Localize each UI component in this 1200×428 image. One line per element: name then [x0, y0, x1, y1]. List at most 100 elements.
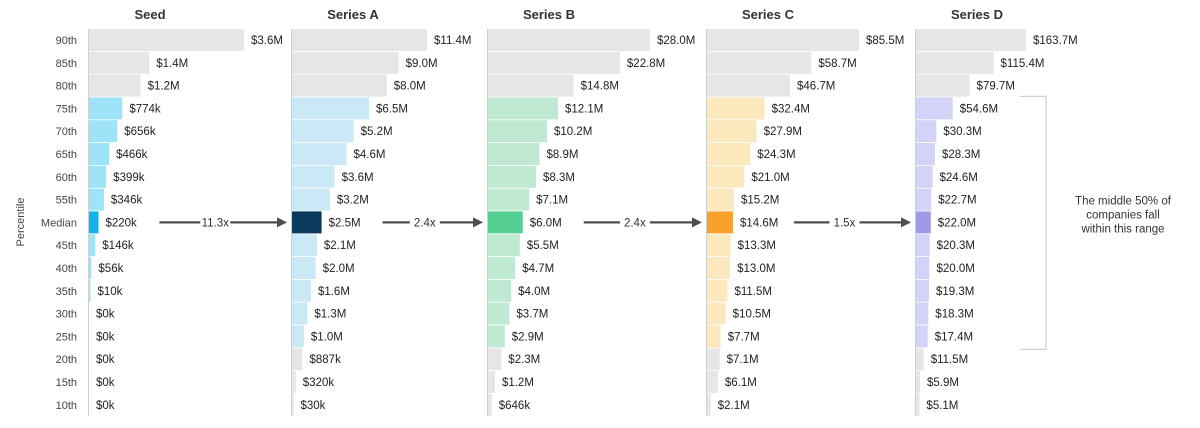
value-label-series-d-65th: $28.3M — [942, 149, 980, 161]
value-label-series-d-25th: $17.4M — [935, 331, 973, 343]
arrow-series-b-to-series-c: 2.4x — [583, 217, 702, 229]
bar-seed-80th — [89, 74, 141, 97]
value-label-series-d-45th: $20.3M — [937, 240, 975, 252]
value-label-series-c-25th: $7.7M — [728, 331, 760, 343]
bar-series-a-15th — [292, 371, 296, 393]
bar-series-a-40th — [292, 257, 316, 279]
percentile-label-15th: 15th — [56, 377, 77, 389]
bar-seed-90th — [89, 29, 244, 51]
value-label-series-b-85th: $22.8M — [627, 58, 665, 70]
bar-series-c-65th — [707, 143, 751, 165]
value-label-series-a-median: $2.5M — [329, 217, 361, 229]
value-label-series-a-90th: $11.4M — [434, 35, 472, 47]
percentile-label-35th: 35th — [56, 286, 77, 298]
bracket-annotation-line-1: The middle 50% of — [1075, 195, 1172, 207]
value-label-series-d-75th: $54.6M — [960, 103, 998, 115]
value-label-series-c-40th: $13.0M — [737, 263, 775, 275]
value-label-seed-80th: $1.2M — [148, 81, 180, 93]
bracket-annotation-line-2: companies fall — [1086, 209, 1160, 221]
value-label-series-c-median: $14.6M — [740, 217, 778, 229]
bar-series-d-30th — [916, 302, 929, 325]
value-label-series-d-15th: $5.9M — [927, 377, 959, 389]
stage-panels: Seed $3.6M $1.4M $1.2M $774k $656k $466k $399k $… — [88, 7, 1078, 416]
value-label-seed-20th: $0k — [96, 354, 115, 366]
value-label-series-c-70th: $27.9M — [764, 126, 802, 138]
value-label-series-a-30th: $1.3M — [314, 309, 346, 321]
bar-series-c-60th — [707, 165, 745, 188]
bar-seed-60th — [89, 165, 107, 188]
value-label-series-c-30th: $10.5M — [733, 309, 771, 321]
bar-seed-85th — [89, 51, 150, 74]
bar-seed-median — [89, 211, 99, 234]
value-label-series-b-25th: $2.9M — [512, 331, 544, 343]
value-label-series-a-25th: $1.0M — [311, 331, 343, 343]
bar-series-d-15th — [916, 371, 920, 393]
value-label-seed-55th: $346k — [111, 195, 143, 207]
value-label-seed-25th: $0k — [96, 331, 115, 343]
value-label-series-c-65th: $24.3M — [757, 149, 795, 161]
value-label-series-a-15th: $320k — [303, 377, 335, 389]
bar-series-a-85th — [292, 51, 399, 74]
bar-series-a-25th — [292, 325, 304, 348]
bar-series-d-60th — [916, 165, 933, 188]
bar-series-a-median — [292, 211, 322, 234]
bar-series-c-median — [707, 211, 733, 234]
value-label-series-a-60th: $3.6M — [342, 172, 374, 184]
value-label-series-c-35th: $11.5M — [734, 286, 772, 298]
bar-series-a-35th — [292, 279, 311, 302]
arrow-head — [277, 217, 287, 228]
value-label-series-a-75th: $6.5M — [376, 103, 408, 115]
value-label-series-a-80th: $8.0M — [394, 81, 426, 93]
bar-series-a-60th — [292, 165, 335, 188]
bar-series-a-55th — [292, 188, 330, 211]
value-label-series-b-30th: $3.7M — [516, 309, 548, 321]
bar-series-b-60th — [488, 165, 537, 188]
panel-title-series-a: Series A — [327, 7, 379, 22]
value-label-seed-40th: $56k — [98, 263, 123, 275]
value-label-series-c-60th: $21.0M — [751, 172, 789, 184]
value-label-series-a-55th: $3.2M — [337, 195, 369, 207]
value-label-series-b-35th: $4.0M — [518, 286, 550, 298]
value-label-series-b-60th: $8.3M — [543, 172, 575, 184]
value-label-series-c-15th: $6.1M — [725, 377, 757, 389]
percentile-label-45th: 45th — [56, 240, 77, 252]
value-label-series-c-80th: $46.7M — [797, 81, 835, 93]
value-label-series-a-10th: $30k — [301, 400, 326, 412]
bar-series-a-30th — [292, 302, 308, 325]
value-label-series-d-80th: $79.7M — [977, 81, 1015, 93]
value-label-seed-median: $220k — [105, 217, 137, 229]
arrow-head — [901, 217, 911, 228]
value-label-seed-35th: $10k — [98, 286, 123, 298]
bar-series-d-90th — [916, 29, 1026, 51]
percentile-label-60th: 60th — [56, 172, 77, 184]
value-label-seed-70th: $656k — [124, 126, 156, 138]
value-label-series-b-65th: $8.9M — [546, 149, 578, 161]
bar-series-d-55th — [916, 188, 932, 211]
value-label-series-d-median: $22.0M — [938, 217, 976, 229]
middle-range-bracket: The middle 50% of companies fall within th… — [1020, 95, 1172, 350]
multiplier-label-series-a: 2.4x — [414, 217, 436, 229]
bar-seed-65th — [89, 143, 110, 165]
panel-title-seed: Seed — [134, 7, 165, 22]
percentile-label-70th: 70th — [56, 126, 77, 138]
bar-series-c-55th — [707, 188, 735, 211]
value-label-seed-85th: $1.4M — [156, 58, 188, 70]
bar-seed-45th — [89, 234, 96, 257]
percentile-label-90th: 90th — [56, 35, 77, 47]
bar-series-b-45th — [488, 234, 520, 257]
bar-series-c-15th — [707, 371, 718, 393]
bar-series-c-45th — [707, 234, 731, 257]
bar-seed-35th — [89, 279, 91, 302]
value-label-series-a-40th: $2.0M — [323, 263, 355, 275]
value-label-series-d-35th: $19.3M — [936, 286, 974, 298]
bar-series-a-90th — [292, 29, 427, 51]
value-label-series-b-40th: $4.7M — [522, 263, 554, 275]
bar-series-a-80th — [292, 74, 387, 97]
percentile-label-65th: 65th — [56, 149, 77, 161]
value-label-seed-10th: $0k — [96, 400, 115, 412]
bar-series-b-70th — [488, 120, 548, 143]
percentile-label-30th: 30th — [56, 309, 77, 321]
bar-series-c-25th — [707, 325, 721, 348]
bar-series-b-80th — [488, 74, 574, 97]
